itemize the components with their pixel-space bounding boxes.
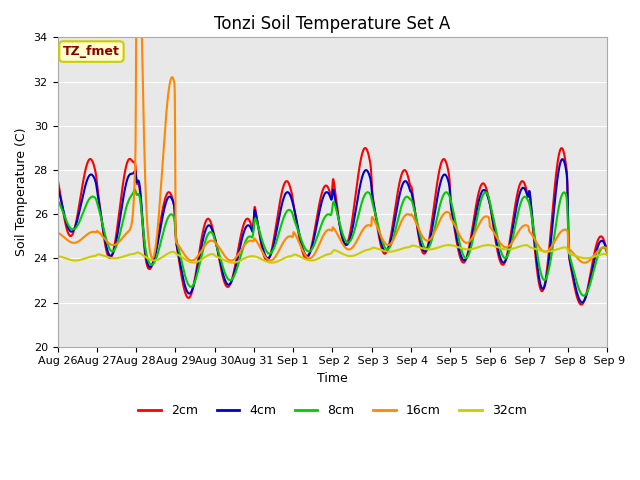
16cm bbox=[496, 239, 504, 245]
8cm bbox=[604, 251, 611, 256]
2cm bbox=[362, 145, 369, 151]
4cm bbox=[165, 194, 173, 200]
2cm bbox=[165, 189, 173, 195]
2cm bbox=[577, 302, 585, 308]
8cm bbox=[131, 187, 139, 192]
32cm bbox=[604, 252, 611, 258]
32cm bbox=[246, 253, 253, 259]
8cm bbox=[234, 264, 241, 270]
Line: 32cm: 32cm bbox=[58, 245, 607, 263]
16cm bbox=[580, 260, 588, 265]
8cm bbox=[165, 213, 173, 219]
32cm bbox=[340, 252, 348, 257]
32cm bbox=[229, 260, 237, 265]
2cm bbox=[54, 177, 61, 183]
8cm bbox=[246, 234, 253, 240]
4cm bbox=[303, 253, 310, 259]
16cm bbox=[303, 254, 310, 260]
16cm bbox=[165, 84, 173, 90]
2cm bbox=[604, 252, 611, 257]
8cm bbox=[580, 293, 588, 299]
Text: TZ_fmet: TZ_fmet bbox=[63, 45, 120, 58]
8cm bbox=[340, 233, 348, 239]
4cm bbox=[233, 259, 241, 264]
Line: 8cm: 8cm bbox=[58, 190, 607, 296]
Y-axis label: Soil Temperature (C): Soil Temperature (C) bbox=[15, 128, 28, 256]
Legend: 2cm, 4cm, 8cm, 16cm, 32cm: 2cm, 4cm, 8cm, 16cm, 32cm bbox=[133, 399, 532, 422]
8cm bbox=[54, 198, 61, 204]
32cm bbox=[303, 257, 310, 263]
4cm bbox=[495, 252, 503, 258]
8cm bbox=[303, 248, 310, 253]
32cm bbox=[165, 250, 173, 256]
Line: 2cm: 2cm bbox=[58, 148, 607, 305]
16cm bbox=[604, 252, 611, 258]
4cm bbox=[604, 250, 611, 256]
2cm bbox=[303, 255, 310, 261]
32cm bbox=[54, 253, 61, 259]
Title: Tonzi Soil Temperature Set A: Tonzi Soil Temperature Set A bbox=[214, 15, 451, 33]
16cm bbox=[340, 242, 348, 248]
2cm bbox=[233, 253, 241, 259]
4cm bbox=[54, 184, 61, 190]
4cm bbox=[246, 223, 253, 228]
Line: 16cm: 16cm bbox=[58, 0, 607, 263]
32cm bbox=[445, 242, 452, 248]
4cm bbox=[559, 156, 566, 162]
X-axis label: Time: Time bbox=[317, 372, 348, 385]
2cm bbox=[246, 217, 253, 223]
32cm bbox=[496, 245, 504, 251]
16cm bbox=[246, 238, 253, 244]
16cm bbox=[54, 230, 61, 236]
Line: 4cm: 4cm bbox=[58, 159, 607, 302]
2cm bbox=[496, 257, 504, 263]
4cm bbox=[339, 237, 347, 243]
2cm bbox=[339, 238, 347, 244]
8cm bbox=[496, 244, 504, 250]
16cm bbox=[234, 253, 241, 259]
32cm bbox=[234, 259, 241, 264]
4cm bbox=[578, 300, 586, 305]
